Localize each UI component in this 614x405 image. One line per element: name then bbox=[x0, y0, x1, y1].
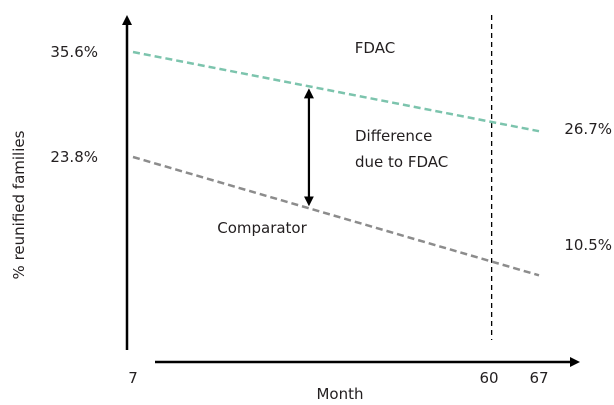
fdac-series-label: FDAC bbox=[355, 39, 395, 57]
fdac-start-label: 35.6% bbox=[50, 43, 98, 61]
comparator-start-label: 23.8% bbox=[50, 148, 98, 166]
x-tick-label-7: 7 bbox=[128, 369, 138, 387]
difference-annotation-line-1: Difference bbox=[355, 127, 432, 145]
fdac-end-label: 26.7% bbox=[564, 120, 612, 138]
y-axis-label: % reunified families bbox=[10, 130, 28, 279]
difference-annotation-line-2: due to FDAC bbox=[355, 153, 448, 171]
comparator-end-label: 10.5% bbox=[564, 236, 612, 254]
series-line-fdac bbox=[132, 50, 540, 133]
x-tick-label-67: 67 bbox=[529, 369, 548, 387]
comparator-series-label: Comparator bbox=[217, 219, 307, 237]
series-line-comparator bbox=[132, 155, 540, 277]
x-tick-label-60: 60 bbox=[479, 369, 498, 387]
x-axis-label: Month bbox=[316, 385, 363, 403]
